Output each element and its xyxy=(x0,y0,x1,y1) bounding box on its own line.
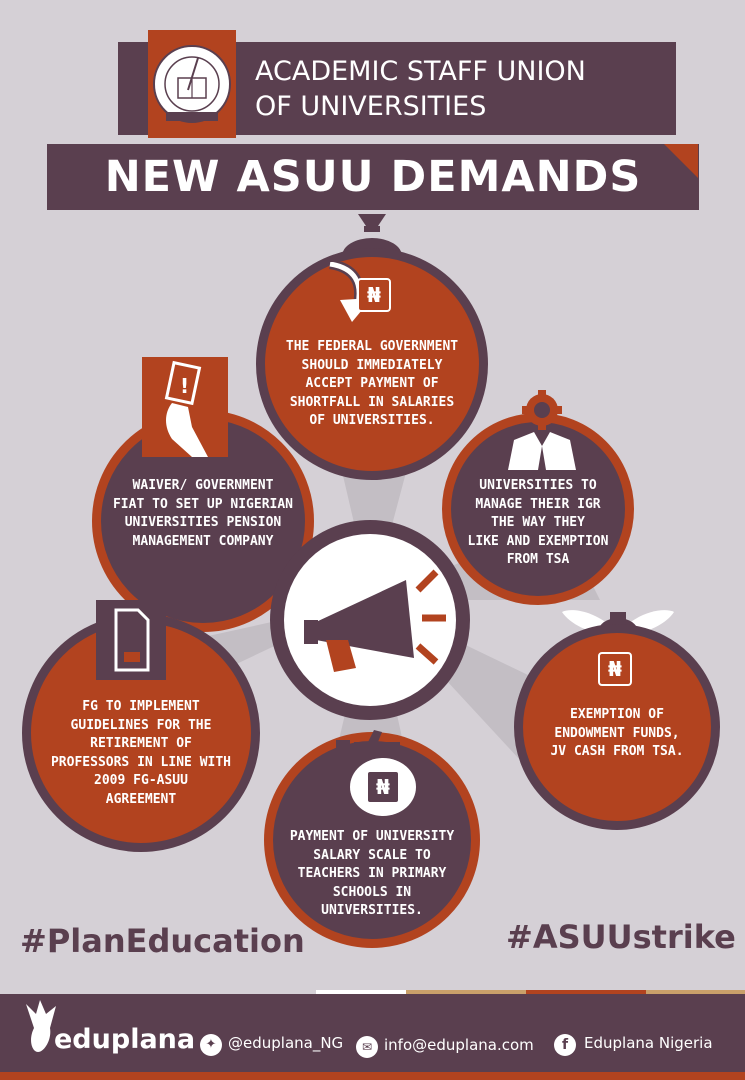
businessman-gear-icon xyxy=(508,390,576,470)
naira-icon: ₦ xyxy=(366,770,400,804)
svg-text:!: ! xyxy=(180,374,189,398)
banner-corner-accent xyxy=(664,144,698,178)
demand-text-top: THE FEDERAL GOVERNMENT SHOULD IMMEDIATEL… xyxy=(256,338,488,431)
thumbs-up-icon xyxy=(336,730,400,764)
email-address[interactable]: info@eduplana.com xyxy=(384,1036,534,1054)
hashtag-plan-education[interactable]: #PlanEducation xyxy=(20,922,305,960)
demand-text-line: ACCEPT PAYMENT OF xyxy=(305,376,439,391)
hashtag-asuu-strike[interactable]: #ASUUstrike xyxy=(506,918,736,956)
demand-text-line: TEACHERS IN PRIMARY xyxy=(297,866,447,881)
demand-text-line: LIKE AND EXEMPTION xyxy=(467,533,609,549)
demand-text-line: FIAT TO SET UP NIGERIAN xyxy=(112,496,293,512)
asuu-logo xyxy=(148,30,236,138)
demand-text-line: THE WAY THEY xyxy=(491,515,585,530)
document-icon xyxy=(114,608,150,672)
facebook-icon: f xyxy=(554,1034,576,1056)
twitter-icon: ✦ xyxy=(200,1034,222,1056)
org-name-line1: ACADEMIC STAFF UNION xyxy=(255,56,586,87)
document-icon-tile xyxy=(96,600,166,680)
facebook-page[interactable]: Eduplana Nigeria xyxy=(584,1034,713,1052)
brand-name[interactable]: eduplana xyxy=(54,1024,196,1055)
page-title: NEW ASUU DEMANDS xyxy=(104,152,642,202)
demand-text-bottom: PAYMENT OF UNIVERSITY SALARY SCALE TO TE… xyxy=(264,828,480,921)
demand-text-line: PROFESSORS IN LINE WITH xyxy=(50,754,231,770)
eduplana-logo-icon xyxy=(26,1000,56,1052)
org-name-line2: OF UNIVERSITIES xyxy=(255,91,487,122)
hand-card-icon: ! xyxy=(142,357,228,457)
demand-text-left-lower: FG TO IMPLEMENT GUIDELINES FOR THE RETIR… xyxy=(22,698,260,809)
title-banner xyxy=(47,144,699,210)
demand-circle-top xyxy=(256,248,488,480)
demand-text-line: JV CASH FROM TSA. xyxy=(550,744,684,759)
demand-text-right-lower: EXEMPTION OF ENDOWMENT FUNDS, JV CASH FR… xyxy=(514,706,720,762)
demand-circle-right-lower xyxy=(514,624,720,830)
twitter-handle[interactable]: @eduplana_NG xyxy=(228,1034,344,1052)
demand-text-line: UNIVERSITIES. xyxy=(321,903,423,918)
demand-text-line: 2009 FG-ASUU xyxy=(94,773,188,788)
demand-text-line: FG TO IMPLEMENT xyxy=(82,699,200,714)
demand-text-left-upper: WAIVER/ GOVERNMENT FIAT TO SET UP NIGERI… xyxy=(92,477,314,551)
demand-circle-left-lower xyxy=(22,614,260,852)
demand-text-line: UNIVERSITIES TO xyxy=(479,478,597,493)
demand-text-line: OF UNIVERSITIES. xyxy=(309,413,435,428)
demand-text-line: WAIVER/ GOVERNMENT xyxy=(132,478,274,493)
demand-text-line: ENDOWMENT FUNDS, xyxy=(554,725,680,741)
demand-text-line: FROM TSA xyxy=(506,552,570,567)
email-icon: ✉ xyxy=(356,1036,378,1058)
demand-text-line: THE FEDERAL GOVERNMENT xyxy=(285,339,459,354)
demand-circle-bottom xyxy=(264,732,480,948)
demand-text-line: GUIDELINES FOR THE xyxy=(70,717,212,733)
demand-text-line: SHOULD IMMEDIATELY xyxy=(301,357,443,373)
demand-text-line: EXEMPTION OF xyxy=(570,707,664,722)
demand-text-line: UNIVERSITIES PENSION xyxy=(124,515,282,530)
footer-bottom-bar xyxy=(0,1072,745,1080)
demand-text-line: PAYMENT OF UNIVERSITY xyxy=(289,829,455,844)
demand-text-line: RETIREMENT OF xyxy=(90,736,192,751)
naira-icon: ₦ xyxy=(598,652,632,686)
org-name: ACADEMIC STAFF UNION OF UNIVERSITIES xyxy=(255,54,586,124)
demand-text-line: SHORTFALL IN SALARIES xyxy=(289,394,455,410)
demand-text-line: MANAGE THEIR IGR xyxy=(475,496,601,512)
demand-text-line: MANAGEMENT COMPANY xyxy=(132,533,274,549)
demand-text-line: AGREEMENT xyxy=(105,791,177,807)
demand-text-right-upper: UNIVERSITIES TO MANAGE THEIR IGR THE WAY… xyxy=(442,477,634,570)
demand-text-line: SALARY SCALE TO xyxy=(313,847,431,863)
footer-accent-bar xyxy=(316,990,406,994)
megaphone-icon xyxy=(304,569,446,672)
demand-text-line: SCHOOLS IN xyxy=(332,884,412,900)
naira-icon: ₦ xyxy=(357,278,391,312)
